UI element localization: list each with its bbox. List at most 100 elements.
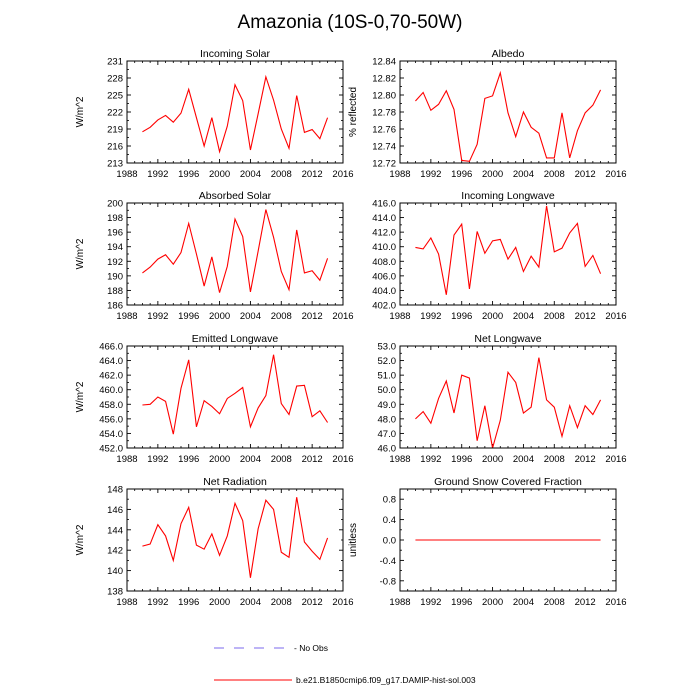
y-tick-label: 404.0 <box>372 286 396 297</box>
y-tick-label: 225 <box>107 91 123 102</box>
panel-albedo: Albedo % reflected 1988 1992 1996 2000 2004 200… <box>348 48 627 180</box>
x-tick-label: 1996 <box>451 311 472 322</box>
x-tick-label: 2016 <box>605 169 626 180</box>
y-tick-label: 402.0 <box>372 301 396 312</box>
x-tick-label: 2000 <box>209 311 230 322</box>
panel-ground-snow-covered-fraction: Ground Snow Covered Fraction unitless 1988… <box>348 476 627 608</box>
y-tick-label: 222 <box>107 108 123 119</box>
x-tick-label: 2004 <box>513 454 534 465</box>
x-tick-label: 1996 <box>178 597 199 608</box>
y-tick-label: 194 <box>107 242 123 253</box>
panel-emitted-longwave-series-line <box>142 354 329 435</box>
x-tick-label: 2000 <box>209 169 230 180</box>
y-tick-label: 190 <box>107 271 123 282</box>
y-tick-label: 186 <box>107 301 123 312</box>
x-tick-label: 2012 <box>575 311 596 322</box>
x-tick-label: 2004 <box>240 169 261 180</box>
x-tick-label: 2000 <box>209 454 230 465</box>
panel-ground-snow-covered-fraction-ylabel: unitless <box>348 523 359 557</box>
panel-net-radiation-series-line <box>142 497 329 578</box>
y-tick-label: 192 <box>107 257 123 268</box>
y-tick-label: 196 <box>107 228 123 239</box>
x-tick-label: 2004 <box>513 169 534 180</box>
y-tick-label: 142 <box>107 546 123 557</box>
x-tick-label: 2000 <box>209 597 230 608</box>
panel-incoming-longwave-title: Incoming Longwave <box>461 190 555 202</box>
panel-incoming-longwave: Incoming Longwave 1988 1992 1996 2000 2004 200… <box>372 190 626 322</box>
x-tick-label: 2000 <box>482 169 503 180</box>
panel-albedo-title: Albedo <box>492 48 525 60</box>
y-tick-label: 12.84 <box>372 57 396 68</box>
panel-net-longwave-frame <box>399 345 617 449</box>
x-tick-label: 1988 <box>389 169 410 180</box>
x-tick-label: 1996 <box>451 454 472 465</box>
panel-net-radiation-title: Net Radiation <box>203 476 267 488</box>
y-tick-label: 50.0 <box>378 385 397 396</box>
x-tick-label: 2004 <box>240 311 261 322</box>
x-tick-label: 1992 <box>147 454 168 465</box>
y-tick-label: 416.0 <box>372 199 396 210</box>
panel-albedo-ylabel: % reflected <box>348 87 359 137</box>
x-tick-label: 2008 <box>544 597 565 608</box>
y-tick-label: 48.0 <box>378 414 397 425</box>
y-tick-label: 51.0 <box>378 371 397 382</box>
y-tick-label: 47.0 <box>378 429 397 440</box>
panel-absorbed-solar: Absorbed Solar W/m^2 1988 1992 1996 2000 2004 2… <box>75 190 354 322</box>
y-tick-label: 49.0 <box>378 400 397 411</box>
x-tick-label: 1988 <box>116 454 137 465</box>
x-tick-label: 2008 <box>544 311 565 322</box>
x-tick-label: 2016 <box>332 454 353 465</box>
y-tick-label: 52.0 <box>378 356 397 367</box>
y-tick-label: 462.0 <box>99 371 123 382</box>
panel-absorbed-solar-frame <box>126 202 344 306</box>
panel-incoming-solar-ylabel: W/m^2 <box>75 96 86 127</box>
y-tick-label: -0.4 <box>380 556 396 567</box>
y-tick-label: 12.72 <box>372 159 396 170</box>
panel-ground-snow-covered-fraction-frame <box>399 488 617 592</box>
y-tick-label: 216 <box>107 142 123 153</box>
panel-ground-snow-covered-fraction-title: Ground Snow Covered Fraction <box>434 476 582 488</box>
x-tick-label: 2012 <box>575 169 596 180</box>
y-tick-label: 454.0 <box>99 429 123 440</box>
x-tick-label: 2012 <box>575 597 596 608</box>
panel-incoming-solar-title: Incoming Solar <box>200 48 271 60</box>
y-tick-label: 406.0 <box>372 271 396 282</box>
x-tick-label: 1996 <box>451 597 472 608</box>
panel-absorbed-solar-title: Absorbed Solar <box>199 190 272 202</box>
panel-net-longwave: Net Longwave 1988 1992 1996 2000 2004 2008 2012… <box>378 333 627 465</box>
legend-obs-prefix: - <box>294 643 299 653</box>
panel-emitted-longwave-title: Emitted Longwave <box>192 333 279 345</box>
panel-incoming-solar: Incoming Solar W/m^2 1988 1992 1996 2000 2004 2… <box>75 48 354 180</box>
panel-emitted-longwave-ylabel: W/m^2 <box>75 381 86 412</box>
x-tick-label: 1988 <box>116 597 137 608</box>
x-tick-label: 1996 <box>178 454 199 465</box>
legend-model-label: b.e21.B1850cmip6.f09_g17.DAMIP-hist-sol.… <box>296 675 476 685</box>
x-tick-label: 2004 <box>240 454 261 465</box>
panel-albedo-series-line <box>415 70 602 162</box>
x-tick-label: 2016 <box>605 454 626 465</box>
y-tick-label: 12.74 <box>372 142 396 153</box>
x-tick-label: 2016 <box>332 597 353 608</box>
x-tick-label: 2000 <box>482 311 503 322</box>
y-tick-label: 12.78 <box>372 108 396 119</box>
x-tick-label: 1988 <box>116 311 137 322</box>
x-tick-label: 2008 <box>271 169 292 180</box>
x-tick-label: 1988 <box>389 597 410 608</box>
x-tick-label: 2008 <box>544 454 565 465</box>
y-tick-label: 188 <box>107 286 123 297</box>
x-tick-label: 1992 <box>420 169 441 180</box>
x-tick-label: 1992 <box>147 169 168 180</box>
panel-net-longwave-series-line <box>415 357 602 449</box>
y-tick-label: 410.0 <box>372 242 396 253</box>
y-tick-label: 146 <box>107 505 123 516</box>
x-tick-label: 1996 <box>451 169 472 180</box>
panel-net-longwave-title: Net Longwave <box>474 333 541 345</box>
y-tick-label: 144 <box>107 525 123 536</box>
x-tick-label: 1996 <box>178 169 199 180</box>
x-tick-label: 2008 <box>271 597 292 608</box>
x-tick-label: 1988 <box>116 169 137 180</box>
panel-absorbed-solar-ylabel: W/m^2 <box>75 238 86 269</box>
y-tick-label: 464.0 <box>99 356 123 367</box>
figure-title: Amazonia (10S-0,70-50W) <box>238 12 463 33</box>
x-tick-label: 1992 <box>147 597 168 608</box>
